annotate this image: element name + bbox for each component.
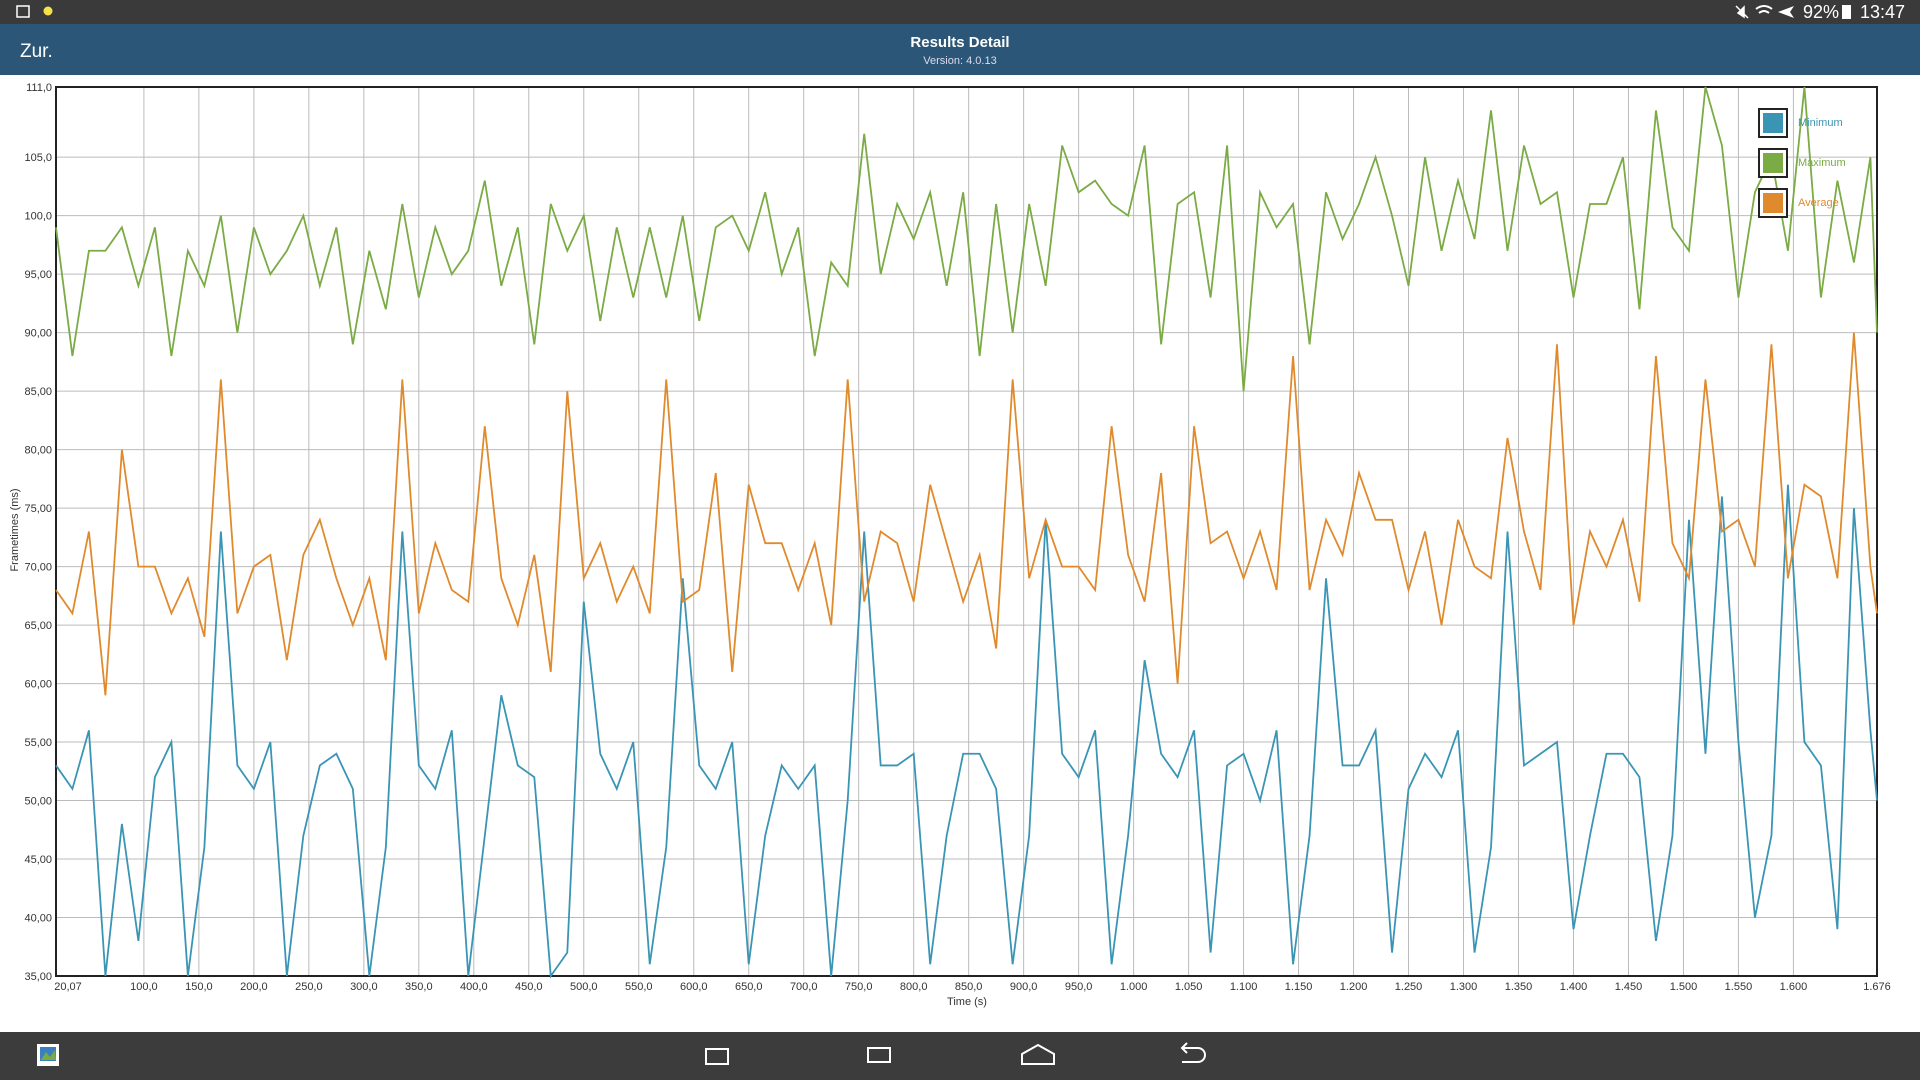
x-tick-label: 1.150 — [1285, 981, 1313, 993]
x-tick-label: 500,0 — [570, 981, 598, 993]
y-tick-label: 90,00 — [24, 328, 52, 340]
status-bar: 92% 13:47 — [0, 0, 1920, 24]
y-tick-label: 60,00 — [24, 679, 52, 691]
x-tick-label: 20,07 — [54, 981, 82, 993]
battery-text: 92% — [1803, 2, 1839, 22]
y-tick-label: 70,00 — [24, 562, 52, 574]
screen-button[interactable] — [867, 1047, 891, 1063]
y-tick-label: 35,00 — [24, 971, 52, 983]
nav-bar — [0, 1032, 1920, 1080]
x-tick-label: 100,0 — [130, 981, 158, 993]
x-tick-label: 1.600 — [1780, 981, 1808, 993]
x-tick-label: 1.350 — [1505, 981, 1533, 993]
airplane-icon — [1778, 6, 1794, 18]
x-tick-label: 1.250 — [1395, 981, 1423, 993]
x-tick-label: 1.676 — [1863, 981, 1891, 993]
home-button[interactable] — [1021, 1043, 1055, 1065]
status-icons: 92% 13:47 — [16, 2, 1905, 22]
y-tick-label: 75,00 — [24, 503, 52, 515]
line-series — [55, 484, 1878, 979]
app-bar: Zur. Results Detail Version: 4.0.13 — [0, 24, 1920, 75]
subtitle: Version: 4.0.13 — [923, 55, 996, 67]
title: Results Detail — [910, 34, 1009, 51]
y-tick-label: 40,00 — [24, 913, 52, 925]
x-tick-label: 1.500 — [1670, 981, 1698, 993]
plot-frame — [55, 86, 1878, 977]
y-tick-label: 50,00 — [24, 796, 52, 808]
y-tick-label: 65,00 — [24, 620, 52, 632]
x-tick-label: 300,0 — [350, 981, 378, 993]
legend-label: Average — [1798, 197, 1839, 209]
y-tick-label: 100,0 — [24, 211, 52, 223]
x-tick-label: 700,0 — [790, 981, 818, 993]
x-tick-label: 600,0 — [680, 981, 708, 993]
app-bar-content: Zur. Results Detail Version: 4.0.13 — [20, 34, 1010, 67]
gallery-icon — [16, 5, 30, 18]
y-tick-label: 85,00 — [24, 386, 52, 398]
x-tick-label: 250,0 — [295, 981, 323, 993]
x-tick-label: 650,0 — [735, 981, 763, 993]
line-series — [55, 86, 1878, 392]
back-nav-button[interactable] — [1180, 1042, 1206, 1063]
y-axis-title: Frametimes (ms) — [9, 488, 21, 571]
x-tick-label: 1.100 — [1230, 981, 1258, 993]
x-tick-label: 1.550 — [1725, 981, 1753, 993]
x-tick-label: 1.300 — [1450, 981, 1478, 993]
x-tick-label: 800,0 — [900, 981, 928, 993]
recents-button[interactable] — [705, 1048, 729, 1065]
wifi-icon — [1755, 5, 1773, 14]
x-tick-label: 1.450 — [1615, 981, 1643, 993]
x-tick-label: 350,0 — [405, 981, 433, 993]
x-tick-label: 750,0 — [845, 981, 873, 993]
x-tick-label: 1.400 — [1560, 981, 1588, 993]
legend-swatch — [1763, 193, 1783, 213]
x-tick-label: 850,0 — [955, 981, 983, 993]
y-tick-label: 111,0 — [26, 82, 52, 94]
y-tick-label: 105,0 — [24, 152, 52, 164]
y-tick-label: 55,00 — [24, 737, 52, 749]
battery-icon — [1842, 5, 1851, 19]
x-tick-label: 150,0 — [185, 981, 213, 993]
x-tick-label: 1.200 — [1340, 981, 1368, 993]
x-tick-label: 1.000 — [1120, 981, 1148, 993]
x-tick-label: 400,0 — [460, 981, 488, 993]
x-tick-label: 450,0 — [515, 981, 543, 993]
nav-icons — [37, 1042, 1206, 1066]
y-tick-label: 45,00 — [24, 854, 52, 866]
mute-icon — [1735, 5, 1749, 19]
legend-label: Maximum — [1798, 157, 1846, 169]
x-tick-label: 900,0 — [1010, 981, 1038, 993]
legend-swatch — [1763, 113, 1783, 133]
legend-swatch — [1763, 153, 1783, 173]
clock: 13:47 — [1860, 2, 1905, 22]
legend-label: Minimum — [1798, 117, 1843, 129]
back-button[interactable]: Zur. — [20, 41, 53, 62]
x-tick-label: 550,0 — [625, 981, 653, 993]
line-series — [55, 332, 1878, 696]
x-tick-label: 950,0 — [1065, 981, 1093, 993]
bulb-icon — [43, 6, 53, 16]
x-tick-label: 1.050 — [1175, 981, 1203, 993]
chart: Frametimes (ms) Time (s) 35,00 40,00 45,00… — [9, 82, 1891, 1008]
y-tick-label: 95,00 — [24, 269, 52, 281]
y-tick-label: 80,00 — [24, 445, 52, 457]
x-axis-title: Time (s) — [947, 996, 987, 1008]
x-tick-label: 200,0 — [240, 981, 268, 993]
